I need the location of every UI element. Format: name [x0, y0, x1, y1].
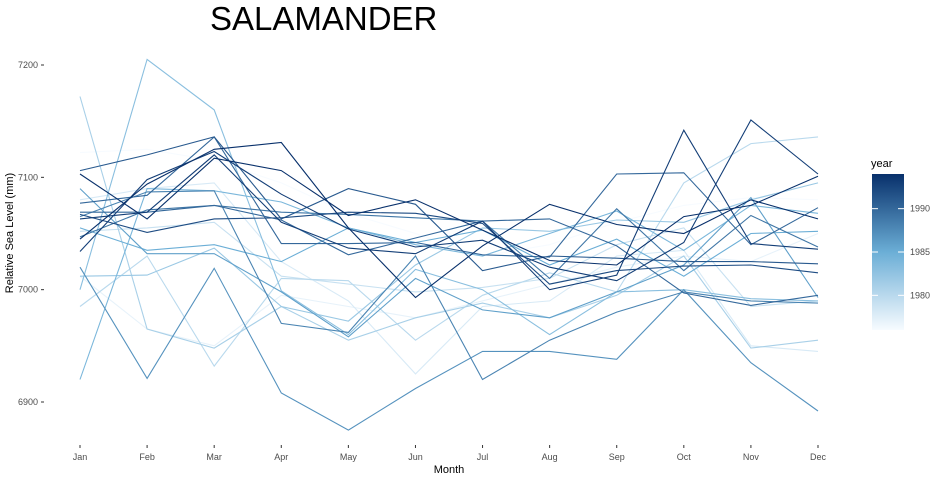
x-tick-label: Apr: [274, 452, 288, 462]
y-tick-label: 7000: [18, 285, 38, 295]
series-line: [79, 119, 819, 282]
series-line: [79, 129, 819, 291]
legend-tick-label: 1985: [910, 247, 930, 257]
legend-tick-label: 1990: [910, 204, 930, 214]
series-line: [80, 204, 819, 306]
x-tick-label: Nov: [743, 452, 760, 462]
legend-ticks: 1980 1985 1990: [872, 204, 930, 300]
series-line: [79, 182, 819, 322]
series-line: [79, 96, 819, 349]
series-line: [79, 221, 819, 308]
series-line: [79, 190, 819, 381]
x-tick-label: Jul: [477, 452, 489, 462]
y-tick-label: 7100: [18, 172, 38, 182]
series-line: [79, 266, 819, 431]
y-tick-label: 7200: [18, 60, 38, 70]
x-tick-label: Jun: [408, 452, 423, 462]
x-axis: Jan Feb Mar Apr May Jun Jul Aug Sep Oct Nov Dec: [73, 445, 827, 462]
legend-tick-label: 1980: [910, 290, 930, 300]
x-tick-label: Aug: [542, 452, 558, 462]
y-axis-label: Relative Sea Level (mm): [4, 173, 16, 293]
x-tick-label: Feb: [139, 452, 155, 462]
chart-title: SALAMANDER: [210, 0, 437, 37]
x-tick-label: Mar: [206, 452, 222, 462]
x-tick-label: Oct: [677, 452, 692, 462]
series-line: [79, 188, 819, 338]
series-line: [79, 58, 819, 336]
y-axis: 6900 7000 7100 7200: [18, 60, 44, 407]
series-line: [79, 211, 819, 285]
series-lines: [79, 58, 819, 431]
series-line: [79, 182, 819, 375]
x-axis-label: Month: [434, 464, 465, 476]
x-tick-label: Sep: [609, 452, 625, 462]
legend: year 1980 1985 1990: [871, 158, 930, 330]
series-line: [79, 157, 819, 266]
series-line: [79, 141, 819, 299]
x-tick-label: May: [340, 452, 358, 462]
x-tick-label: Dec: [810, 452, 827, 462]
series-line: [79, 136, 819, 258]
series-line: [79, 232, 819, 347]
series-line: [79, 148, 819, 257]
series-line: [79, 227, 819, 277]
legend-title: year: [871, 158, 893, 170]
y-tick-label: 6900: [18, 397, 38, 407]
x-tick-label: Jan: [73, 452, 88, 462]
